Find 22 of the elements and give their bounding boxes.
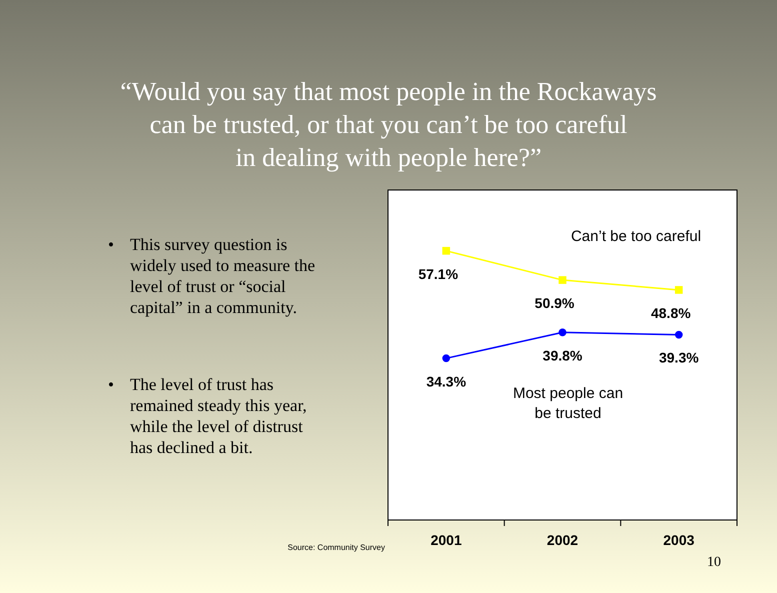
text: Can’t be too careful <box>570 228 702 245</box>
text: • This survey question is widely used to measure the level of trust or “social capital” in a community. <box>108 235 316 317</box>
source-note: Source: Community Survey <box>288 543 385 552</box>
data-label: 50.9% <box>534 295 575 312</box>
point <box>442 246 450 255</box>
point <box>442 354 450 362</box>
point <box>558 328 566 336</box>
data-label: 57.1% <box>418 266 459 282</box>
x-tick-label: 2003 <box>663 532 695 548</box>
point <box>674 286 683 294</box>
text: Most people can be trusted <box>512 385 624 422</box>
x-tick-label: 2001 <box>430 532 462 548</box>
point <box>674 330 683 339</box>
x-tick-label: 2002 <box>546 532 578 548</box>
data-label: 39.3% <box>658 350 700 366</box>
data-label: 34.3% <box>426 373 467 390</box>
data-label: 48.8% <box>650 304 692 321</box>
text: • The level of trust has remained steady this year, while the level of distrust has declined a bit. <box>108 375 307 457</box>
text: 10 <box>707 555 721 570</box>
data-label: 39.8% <box>542 347 583 364</box>
chart-title: “Would you say that most people in the Rockaways can be trusted, or that you can’t be too careful in dealing with people here?” <box>120 77 657 172</box>
point <box>558 276 566 284</box>
